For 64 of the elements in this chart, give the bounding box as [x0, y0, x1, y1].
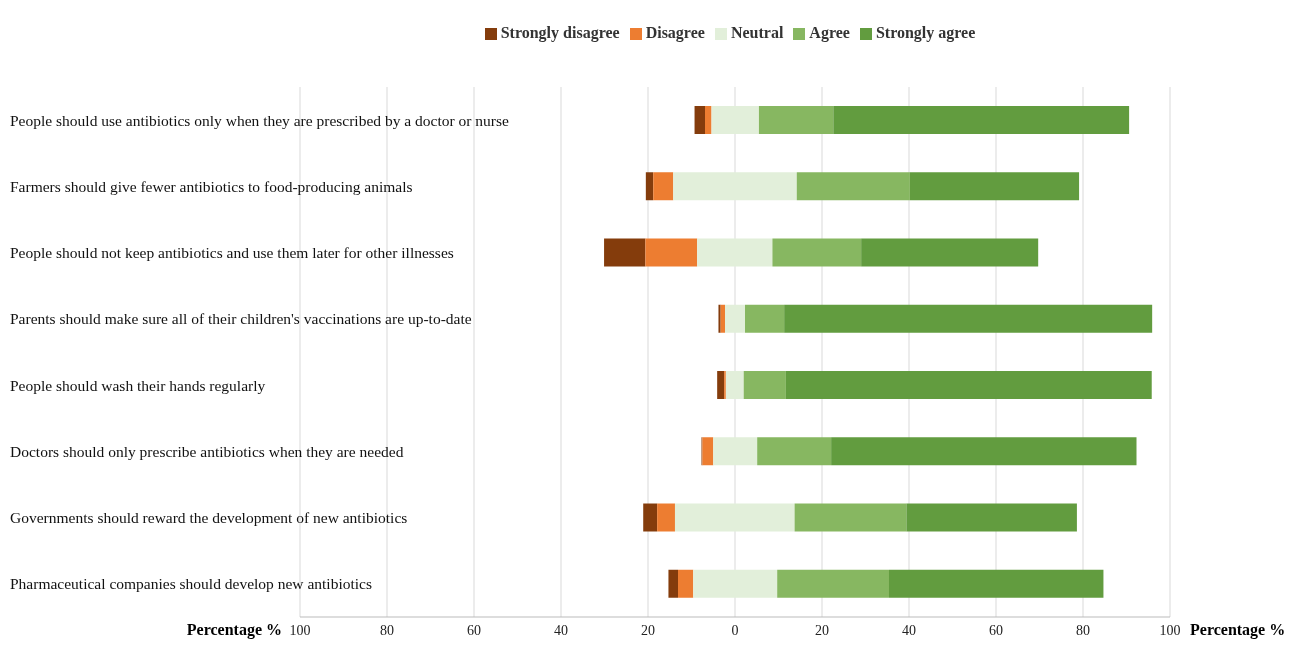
bar	[673, 172, 797, 201]
bar	[909, 172, 1080, 201]
x-tick-label: 40	[902, 622, 916, 638]
bar	[720, 304, 725, 333]
bar	[725, 371, 744, 399]
bar	[678, 569, 694, 598]
y-tick-label: Farmers should give fewer antibiotics to food-producing animals	[10, 177, 413, 195]
y-tick-label: People should not keep antibiotics and use them later for other illnesses	[10, 244, 454, 262]
legend-label: Disagree	[645, 24, 705, 41]
bar	[906, 503, 1077, 532]
bar	[794, 503, 907, 532]
bar	[743, 371, 786, 399]
bar	[745, 304, 785, 333]
bar	[645, 238, 698, 267]
y-tick-label: Pharmaceutical companies should develop new antibiotics	[10, 575, 372, 593]
x-tick-label: 0	[731, 622, 739, 638]
bar	[784, 304, 1153, 333]
x-tick-label: 80	[1076, 622, 1090, 638]
bar	[711, 106, 759, 134]
text: Percentage %	[1190, 621, 1286, 638]
bar	[861, 238, 1039, 267]
x-tick-label: 60	[467, 622, 481, 638]
bar	[796, 172, 910, 201]
bar	[785, 371, 1152, 399]
bar	[831, 437, 1137, 466]
x-tick-label: 80	[380, 622, 394, 638]
x-tick-label: 20	[641, 622, 655, 638]
y-tick-label: Parents should make sure all of their children's vaccinations are up-to-date	[10, 310, 472, 328]
legend-label: Agree	[809, 24, 850, 41]
bar	[694, 106, 705, 134]
y-tick-label: People should use antibiotics only when they are prescribed by a doctor or nurse	[10, 111, 509, 129]
x-tick-label: 100	[1159, 622, 1181, 638]
bar	[713, 437, 758, 466]
x-tick-label: 60	[989, 622, 1003, 638]
bar	[668, 569, 679, 598]
bar	[653, 172, 674, 201]
bar	[717, 371, 725, 399]
x-tick-label: 100	[289, 622, 311, 638]
bar	[888, 569, 1104, 598]
bar	[643, 503, 658, 532]
legend-label: Strongly agree	[875, 24, 976, 41]
bar	[718, 304, 721, 333]
bar	[704, 106, 712, 134]
legend-label: Strongly disagree	[500, 24, 620, 41]
bar	[777, 569, 889, 598]
y-tick-label: Governments should reward the development of new antibiotics	[10, 509, 408, 527]
bar	[645, 172, 654, 201]
x-axis-title: Percentage %	[186, 621, 282, 639]
bar	[604, 238, 646, 267]
bar	[758, 106, 834, 134]
y-tick-label: People should wash their hands regularly	[10, 376, 266, 394]
bar	[725, 304, 746, 333]
y-tick-label: Doctors should only prescribe antibiotics when they are needed	[10, 442, 404, 460]
bar	[697, 238, 773, 267]
bar	[757, 437, 832, 466]
bar	[833, 106, 1130, 134]
x-tick-label: 40	[554, 622, 568, 638]
bar	[674, 503, 795, 532]
x-tick-label: 20	[815, 622, 829, 638]
bar	[693, 569, 778, 598]
bar	[772, 238, 862, 267]
bar	[702, 437, 714, 466]
legend-label: Neutral	[730, 24, 784, 41]
bar	[657, 503, 675, 532]
